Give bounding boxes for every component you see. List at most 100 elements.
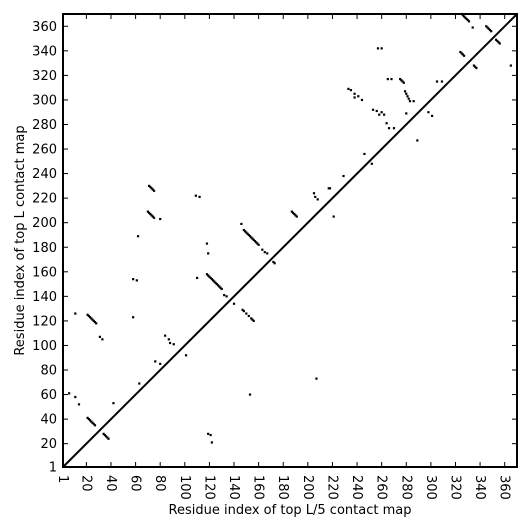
contact-point [462, 54, 466, 57]
contact-point [246, 232, 249, 235]
contact-point [196, 276, 199, 280]
contact-point [151, 188, 154, 191]
contact-point [490, 30, 493, 33]
contact-point [150, 214, 153, 217]
contact-point [464, 16, 467, 19]
contact-point [132, 316, 135, 319]
x-tick-label: 20 [78, 475, 93, 492]
contact-point [251, 318, 254, 321]
contact-point [290, 210, 293, 213]
contact-point [208, 275, 211, 278]
contact-point [403, 90, 407, 93]
contact-point [151, 215, 154, 218]
contact-point [253, 240, 257, 243]
contact-point [242, 228, 245, 232]
contact-point [245, 312, 248, 315]
contact-point [497, 41, 500, 44]
x-tick-label: 300 [423, 475, 438, 500]
contact-point [135, 279, 138, 282]
contact-point [405, 112, 408, 115]
x-tick-label: 60 [128, 475, 143, 492]
contact-point [243, 230, 247, 233]
contact-point [245, 231, 248, 234]
contact-point [295, 215, 298, 218]
contact-point [406, 95, 409, 98]
y-tick-label: 300 [32, 93, 57, 108]
contact-point [460, 52, 463, 55]
y-tick-label: 40 [40, 413, 57, 428]
contact-point [386, 77, 389, 81]
contact-point [496, 39, 499, 43]
contact-point [251, 237, 254, 240]
contact-point [210, 441, 213, 444]
contact-point [106, 436, 109, 439]
contact-point [390, 77, 393, 81]
x-tick-label: 220 [324, 475, 339, 500]
contact-points [68, 12, 512, 444]
y-tick-label: 180 [32, 241, 57, 256]
contact-point [198, 195, 201, 199]
contact-point [207, 274, 210, 277]
y-tick-label: 20 [40, 437, 57, 452]
contact-point [385, 122, 388, 125]
y-tick-label: 200 [32, 216, 57, 231]
contact-point [219, 286, 222, 289]
x-tick-label: 160 [251, 475, 266, 500]
x-tick-label: 260 [374, 475, 389, 500]
contact-point [205, 273, 209, 276]
plot-area [62, 13, 518, 468]
x-tick-label: 120 [201, 475, 216, 500]
contact-point [378, 113, 381, 116]
axis-ticks: 1 20 40 60 80 100 120 140 160 180 200 220 240 260 280 3… [32, 14, 517, 500]
contact-point [102, 432, 105, 435]
contact-point [472, 64, 476, 67]
contact-point [159, 362, 162, 365]
contact-point [247, 233, 250, 237]
contact-point [241, 308, 244, 311]
contact-point [148, 211, 151, 214]
contact-point [209, 433, 212, 437]
contact-point [402, 81, 405, 84]
contact-point [164, 334, 167, 337]
contact-point [342, 174, 345, 178]
contact-point [184, 354, 188, 357]
contact-point [242, 309, 245, 313]
contact-point [74, 312, 77, 315]
contact-point [87, 314, 90, 318]
y-axis-label: Residue index of top L contact map [13, 125, 28, 355]
contact-point [250, 317, 253, 320]
x-tick-label: 140 [226, 475, 241, 500]
x-tick-label: 80 [152, 475, 167, 492]
contact-point [509, 64, 512, 67]
contact-point [210, 278, 213, 281]
contact-point [250, 236, 253, 239]
contact-point [212, 279, 215, 282]
contact-point [93, 424, 97, 427]
contact-point [293, 213, 296, 216]
contact-point [405, 92, 408, 95]
contact-point [220, 287, 223, 291]
contact-point [138, 382, 141, 385]
contact-point [167, 338, 170, 341]
contact-point [407, 97, 410, 100]
contact-point [172, 343, 175, 346]
contact-point [392, 127, 396, 130]
contact-point [255, 241, 258, 244]
y-tick-label: 160 [32, 265, 57, 280]
contact-point [248, 235, 252, 238]
contact-point [149, 185, 152, 189]
contact-point [431, 114, 434, 117]
contact-point [90, 420, 93, 423]
contact-point [459, 50, 462, 54]
y-tick-label: 100 [32, 339, 57, 354]
contact-point [194, 194, 197, 197]
contact-point [465, 17, 468, 21]
contact-point [408, 100, 412, 103]
y-tick-label: 360 [32, 20, 57, 35]
contact-point [435, 80, 439, 83]
contact-point [487, 27, 490, 30]
contact-point [412, 100, 415, 103]
contact-point [146, 210, 149, 213]
contact-point [462, 15, 466, 18]
contact-point [68, 392, 71, 395]
